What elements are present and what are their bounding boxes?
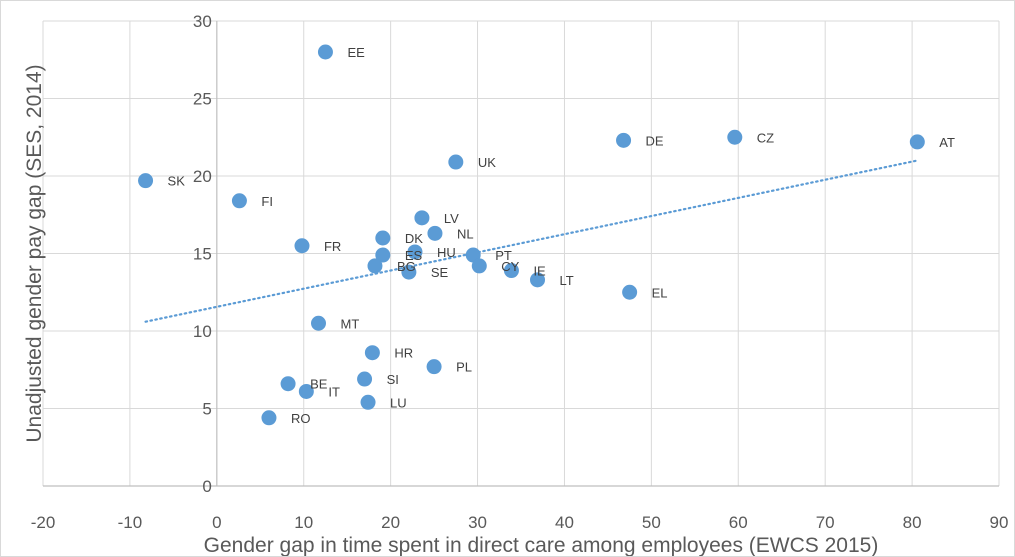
point-label-si: SI	[387, 372, 399, 387]
data-point-sk	[138, 173, 154, 189]
point-label-dk: DK	[405, 231, 423, 246]
data-point-es	[375, 247, 391, 263]
x-tick-label: 20	[381, 513, 400, 532]
data-point-bg	[367, 258, 383, 274]
x-tick-label: 30	[468, 513, 487, 532]
x-tick-label: 0	[212, 513, 221, 532]
trendline-layer	[144, 159, 919, 323]
point-label-fr: FR	[324, 239, 341, 254]
x-tick-label: 70	[816, 513, 835, 532]
point-label-lv: LV	[444, 211, 459, 226]
data-point-hu	[407, 244, 423, 260]
y-tick-label: 5	[202, 400, 211, 419]
y-tick-label: 30	[193, 12, 212, 31]
data-point-ee	[317, 44, 333, 60]
x-axis-title: Gender gap in time spent in direct care …	[204, 534, 879, 556]
data-point-ie	[503, 263, 519, 279]
point-label-se: SE	[431, 265, 449, 280]
x-tick-label: 10	[294, 513, 313, 532]
data-point-be	[280, 376, 296, 392]
point-label-ro: RO	[291, 411, 311, 426]
data-point-nl	[427, 225, 443, 241]
tick-labels: -20 -10 0 10 20 30 40 50 60 70 80 90 0 5 10 15 20 25 30	[31, 12, 1009, 532]
data-point-cz	[727, 129, 743, 145]
point-label-pt: PT	[495, 248, 512, 263]
point-label-sk: SK	[168, 174, 186, 189]
point-label-ee: EE	[347, 45, 365, 60]
data-point-de	[616, 132, 632, 148]
data-point-lv	[414, 210, 430, 226]
point-label-at: AT	[939, 135, 955, 150]
data-point-at	[909, 134, 925, 150]
data-point-fr	[294, 238, 310, 254]
point-label-be: BE	[310, 377, 328, 392]
x-tick-label: 40	[555, 513, 574, 532]
point-label-uk: UK	[478, 155, 496, 170]
point-label-nl: NL	[457, 226, 474, 241]
data-point-lt	[530, 272, 546, 288]
data-point-fi	[231, 193, 247, 209]
y-tick-label: 15	[193, 245, 212, 264]
y-tick-label: 10	[193, 322, 212, 341]
point-label-hu: HU	[437, 245, 456, 260]
x-tick-label: -10	[118, 513, 143, 532]
x-tick-label: 60	[729, 513, 748, 532]
x-tick-label: 50	[642, 513, 661, 532]
data-point-ro	[261, 410, 277, 426]
trendline	[144, 159, 919, 323]
data-point-se	[401, 264, 417, 280]
data-points	[138, 44, 925, 426]
point-label-cy: CY	[501, 259, 519, 274]
data-point-dk	[375, 230, 391, 246]
data-point-pl	[426, 359, 442, 375]
point-label-cz: CZ	[757, 130, 774, 145]
y-tick-label: 20	[193, 167, 212, 186]
point-label-it: IT	[328, 384, 340, 399]
y-tick-label: 25	[193, 90, 212, 109]
x-tick-label: 80	[903, 513, 922, 532]
point-label-ie: IE	[533, 264, 546, 279]
x-tick-label: -20	[31, 513, 56, 532]
point-label-lt: LT	[560, 273, 574, 288]
data-point-si	[357, 371, 373, 387]
y-axis-title: Unadjusted gender pay gap (SES, 2014)	[23, 64, 46, 442]
y-tick-label: 0	[202, 477, 211, 496]
point-label-de: DE	[646, 133, 664, 148]
point-label-fi: FI	[261, 194, 273, 209]
axes	[43, 21, 999, 487]
data-point-lu	[360, 394, 376, 410]
x-tick-label: 90	[990, 513, 1009, 532]
point-label-mt: MT	[341, 316, 360, 331]
data-point-cy	[471, 258, 487, 274]
point-label-hr: HR	[394, 346, 413, 361]
gridlines	[42, 20, 1000, 486]
point-label-es: ES	[405, 248, 423, 263]
point-label-pl: PL	[456, 360, 472, 375]
data-point-hr	[364, 345, 380, 361]
data-point-uk	[448, 154, 464, 170]
point-label-bg: BG	[397, 259, 416, 274]
data-point-it	[298, 383, 314, 399]
point-label-lu: LU	[390, 395, 407, 410]
point-label-el: EL	[652, 285, 668, 300]
data-point-mt	[311, 315, 327, 331]
data-point-el	[622, 284, 638, 300]
